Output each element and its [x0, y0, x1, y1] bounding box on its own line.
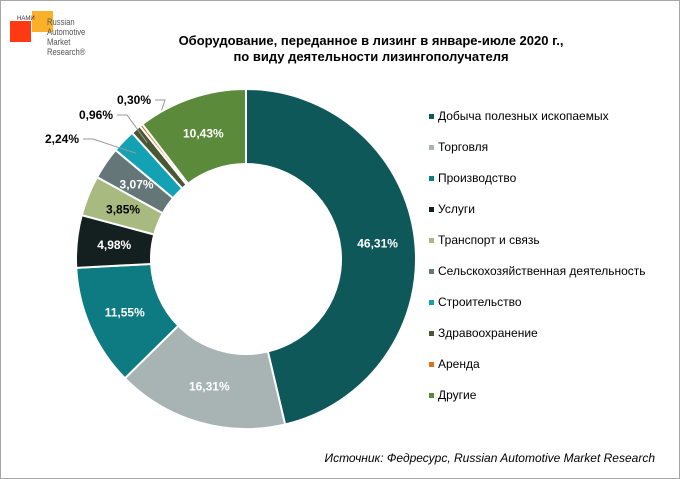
legend-swatch — [429, 362, 434, 367]
legend-item: Производство — [429, 171, 646, 202]
data-label: 4,98% — [97, 238, 131, 252]
data-label: 3,85% — [106, 203, 140, 217]
data-label: 10,43% — [183, 127, 224, 141]
title-line: Оборудование, переданное в лизинг в янва… — [178, 33, 564, 48]
logo-line: Market — [47, 37, 71, 47]
data-label: 46,31% — [357, 237, 398, 251]
logo-text: Russian Automotive Market Research® — [47, 17, 85, 57]
data-label: 16,31% — [189, 379, 230, 393]
donut-slice — [123, 324, 287, 430]
legend-swatch — [429, 238, 434, 243]
legend-label: Аренда — [438, 357, 480, 371]
legend-label: Добыча полезных ископаемых — [438, 109, 609, 123]
data-label: 3,07% — [120, 177, 154, 191]
legend-label: Строительство — [438, 295, 522, 309]
legend-item: Добыча полезных ископаемых — [429, 109, 646, 140]
donut-slice — [140, 87, 247, 186]
legend-item: Здравоохранение — [429, 326, 646, 357]
legend-swatch — [429, 145, 434, 150]
logo-line: Russian — [47, 17, 75, 27]
legend-label: Торговля — [438, 140, 489, 154]
title-line: по виду деятельности лизингополучателя — [233, 49, 509, 64]
legend-swatch — [429, 331, 434, 336]
legend-item: Услуги — [429, 202, 646, 233]
data-label: 0,30% — [117, 93, 151, 107]
legend-item: Строительство — [429, 295, 646, 326]
logo-line: Automotive — [47, 27, 86, 37]
leader-line — [117, 114, 148, 144]
legend-item: Торговля — [429, 140, 646, 171]
data-label: 11,55% — [105, 305, 145, 319]
legend-swatch — [429, 393, 434, 398]
legend-swatch — [429, 207, 434, 212]
logo: НАМИ Russian Automotive Market Research® — [10, 11, 100, 63]
legend-swatch — [429, 300, 434, 305]
donut-slice — [245, 87, 417, 426]
data-label: 0,96% — [79, 108, 113, 122]
legend-item: Аренда — [429, 357, 646, 388]
legend-label: Производство — [438, 171, 517, 185]
chart-title: Оборудование, переданное в лизинг в янва… — [121, 33, 621, 65]
legend-item: Другие — [429, 388, 646, 419]
logo-line: Research® — [47, 47, 86, 57]
legend-label: Здравоохранение — [438, 326, 538, 340]
data-label: 2,24% — [45, 132, 79, 146]
legend: Добыча полезных ископаемых Торговля Произв… — [429, 109, 646, 419]
logo-orange-square — [32, 11, 53, 32]
legend-label: Другие — [438, 388, 477, 402]
legend-swatch — [429, 114, 434, 119]
logo-nami: НАМИ — [17, 16, 35, 22]
legend-label: Сельскохозяйственная деятельность — [438, 264, 646, 278]
logo-red-square — [10, 21, 31, 42]
legend-label: Услуги — [438, 202, 475, 216]
legend-swatch — [429, 269, 434, 274]
legend-item: Транспорт и связь — [429, 233, 646, 264]
legend-swatch — [429, 176, 434, 181]
source-note: Источник: Федресурс, Russian Automotive … — [324, 451, 655, 465]
legend-label: Транспорт и связь — [438, 233, 540, 247]
leader-line — [83, 138, 137, 154]
legend-item: Сельскохозяйственная деятельность — [429, 264, 646, 295]
